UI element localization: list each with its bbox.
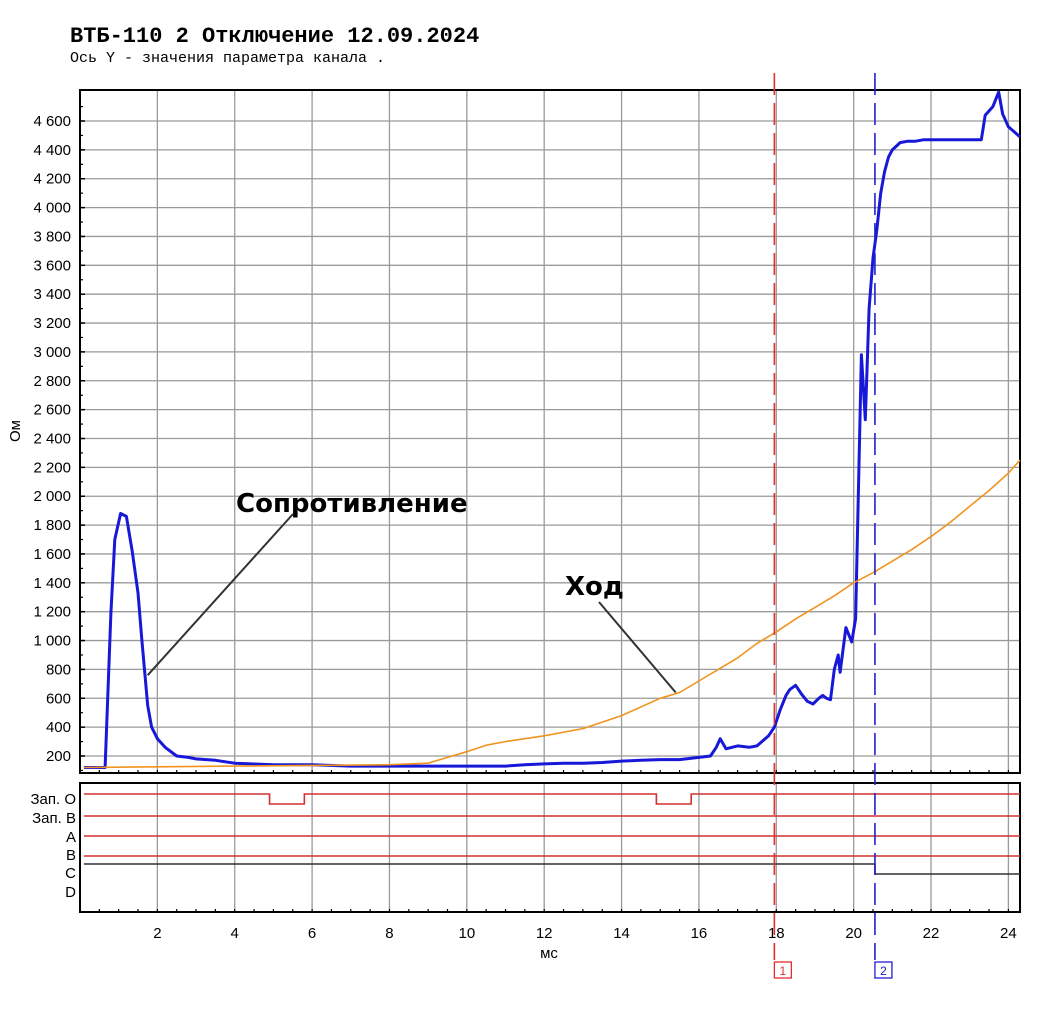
x-tick-label: 16 xyxy=(691,925,708,942)
y-tick-label: 4 400 xyxy=(33,142,71,159)
x-tick-label: 4 xyxy=(231,925,239,942)
chart-subtitle: Ось Y - значения параметра канала . xyxy=(70,50,386,67)
y-tick-label: 600 xyxy=(46,690,71,707)
y-tick-label: 3 600 xyxy=(33,257,71,274)
annotation-leader-line xyxy=(146,513,294,676)
x-tick-label: 2 xyxy=(153,925,161,942)
x-axis-ticks: 2 4 6 8 10 12 14 16 18 20 22 24 xyxy=(98,770,1017,942)
digital-channel-label: Зап. O xyxy=(30,791,76,808)
y-tick-label: 2 600 xyxy=(33,402,71,419)
x-axis-label: мс xyxy=(540,945,558,962)
y-tick-label: 800 xyxy=(46,661,71,678)
y-tick-label: 400 xyxy=(46,719,71,736)
y-tick-label: 3 200 xyxy=(33,315,71,332)
cursor-label-2: 2 xyxy=(880,964,887,978)
x-tick-label: 6 xyxy=(308,925,316,942)
y-axis-label: Ом xyxy=(7,420,24,442)
y-tick-label: 3 400 xyxy=(33,286,71,303)
cursor-marker-2 xyxy=(874,961,893,979)
y-tick-label: 2 400 xyxy=(33,431,71,448)
y-tick-label: 3 000 xyxy=(33,344,71,361)
cursor-label-1: 1 xyxy=(780,964,787,978)
x-tick-label: 14 xyxy=(613,925,630,942)
y-tick-label: 3 800 xyxy=(33,228,71,245)
digital-channel-label: C xyxy=(65,865,76,882)
y-tick-label: 1 000 xyxy=(33,633,71,650)
series-line-resistance xyxy=(83,90,1021,769)
digital-channel-label: Зап. B xyxy=(32,810,76,827)
x-tick-label: 10 xyxy=(458,925,475,942)
annotation-label: Сопротивление xyxy=(236,489,468,519)
digital-channel-label: D xyxy=(65,884,76,901)
y-axis-ticks: 200 400 600 800 1 000 1 200 1 400 1 600 1 800 2 0… xyxy=(33,105,85,772)
x-tick-label: 18 xyxy=(768,925,785,942)
x-tick-label: 20 xyxy=(845,925,862,942)
y-tick-label: 1 400 xyxy=(33,575,71,592)
y-tick-label: 4 600 xyxy=(33,113,71,130)
analog-plot-frame xyxy=(79,89,1021,774)
annotation-layer: Сопротивление Ход xyxy=(146,489,677,694)
x-tick-label: 22 xyxy=(923,925,940,942)
y-tick-label: 2 200 xyxy=(33,459,71,476)
digital-channel-trace xyxy=(83,863,1020,875)
annotation-label: Ход xyxy=(565,572,624,602)
y-tick-label: 1 600 xyxy=(33,546,71,563)
x-tick-label: 8 xyxy=(385,925,393,942)
chart-title: ВТБ-110 2 Отключение 12.09.2024 xyxy=(70,24,480,49)
cursor-marker-1 xyxy=(773,961,793,979)
series-layer xyxy=(83,90,1021,769)
digital-channel-trace xyxy=(83,793,1020,805)
y-tick-label: 1 200 xyxy=(33,604,71,621)
y-tick-label: 4 000 xyxy=(33,200,71,217)
y-tick-label: 2 800 xyxy=(33,373,71,390)
annotation-leader-line xyxy=(598,601,677,694)
y-tick-label: 4 200 xyxy=(33,171,71,188)
x-tick-label: 24 xyxy=(1000,925,1017,942)
x-tick-label: 12 xyxy=(536,925,553,942)
digital-channel-label: B xyxy=(66,847,76,864)
y-tick-label: 2 000 xyxy=(33,488,71,505)
digital-channel-label: A xyxy=(66,829,76,846)
digital-plot-frame xyxy=(79,782,1021,913)
y-tick-label: 1 800 xyxy=(33,517,71,534)
series-line-travel xyxy=(83,459,1021,769)
y-tick-label: 200 xyxy=(46,748,71,765)
